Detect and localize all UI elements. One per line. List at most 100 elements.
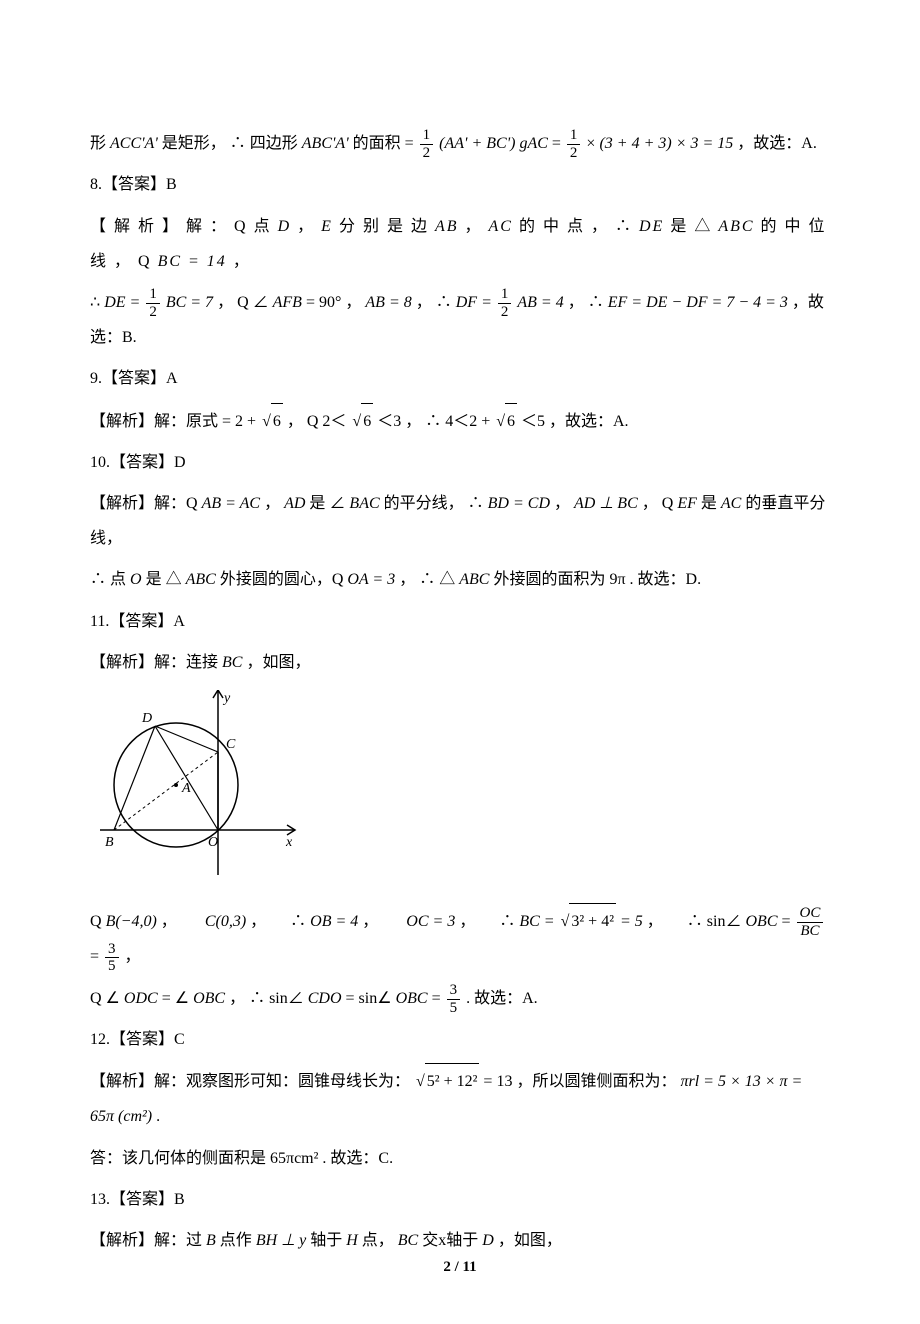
text: ∴ 四边形 [230,135,302,152]
text: ， [554,495,574,512]
q10-explain-1: 【解析】解：Q AB = AC ， AD 是 ∠ BAC 的平分线， ∴ BD … [90,486,830,556]
math-EFeq: EF = DE − DF = 7 − 4 = 3 [608,294,788,311]
math-ABC: ABC [186,571,216,588]
text: 是矩形， [162,135,226,152]
text: ∴ [90,294,104,311]
text: ， ∴ [459,913,519,930]
math-BC: BC [222,654,242,671]
fraction-half: 12 [567,127,581,161]
text: ， [233,253,251,270]
text: ， ∴ [416,294,456,311]
math-OBC: OBC [193,990,225,1007]
label-C: C [226,737,236,752]
text: ， [161,913,201,930]
q13-answer: 13.【答案】B [90,1182,830,1217]
label: 【解析】解：连接 [90,654,222,671]
text: ＜5 ，故选：A. [521,413,629,430]
math-DFeq: DF = [456,294,496,311]
text: ，如图， [498,1232,562,1249]
text: 轴于 [310,1232,346,1249]
text: ， [465,218,489,235]
math-Cpt: C(0,3) [205,913,246,930]
q8-explain-1: 【 解 析 】 解 ： Q 点 D ， E 分 别 是 边 AB ， AC 的 … [90,209,830,279]
text: Q ∠ [90,990,120,1007]
q11-explain-2: Q ∠ ODC = ∠ OBC ， ∴ sin∠ CDO = sin∠ OBC … [90,981,830,1016]
text: ， Q 2＜ [287,413,347,430]
label-A: A [181,781,191,796]
text: ， Q ∠ [217,294,269,311]
q10-answer: 10.【答案】D [90,445,830,480]
text: ， ∴ △ [399,571,455,588]
fraction-half: 12 [498,286,512,320]
text: 点作 [220,1232,256,1249]
text: . [156,1108,160,1125]
math-CDO: CDO [308,990,342,1007]
math-BHy: BH ⊥ y [256,1232,306,1249]
q12-explain-2: 答：该几何体的侧面积是 65πcm² . 故选：C. [90,1141,830,1176]
text: 交x轴于 [422,1232,482,1249]
text: ， [362,913,402,930]
text: Q [90,913,106,930]
q11-answer: 11.【答案】A [90,604,830,639]
text: ， [264,495,284,512]
math-DEeq: DE = [104,294,144,311]
fraction-half: 12 [420,127,434,161]
math-E: E [321,218,333,235]
sqrt-bc: 3² + 4² [559,903,616,939]
text: 是 ∠ [309,495,345,512]
label-x: x [285,835,293,850]
math-OC3: OC = 3 [406,913,455,930]
text: 外接圆的圆心，Q [220,571,348,588]
sqrt6: 6 [350,403,373,439]
text: 分 别 是 边 [339,218,435,235]
text: 是 △ [146,571,182,588]
text: ， [297,218,321,235]
text: 的面积 = [353,135,418,152]
text: = [781,913,794,930]
text: Q 点 [234,218,278,235]
math-expr: (AA' + BC') gAC [439,135,548,152]
text: ， ∴ [568,294,608,311]
q8-explain-2: ∴ DE = 12 BC = 7 ， Q ∠ AFB = 90° ， AB = … [90,285,830,356]
math-BDCD: BD = CD [488,495,550,512]
math-AC: AC [489,218,513,235]
fraction-3-5: 35 [105,941,119,975]
q8-answer: 8.【答案】B [90,167,830,202]
q10-explain-2: ∴ 点 O 是 △ ABC 外接圆的圆心，Q OA = 3 ， ∴ △ ABC … [90,562,830,597]
label-D: D [141,711,152,726]
math-OBC: OBC [745,913,777,930]
text: ， Q [642,495,678,512]
text: . 故选：A. [466,990,538,1007]
math-ODC: ODC [124,990,158,1007]
math-Bpt: B(−4,0) [106,913,157,930]
text: ， ∴ sin∠ [229,990,304,1007]
math-AC: AC [721,495,741,512]
math-B: B [206,1232,216,1249]
math-AB: AB [435,218,459,235]
text: 形 [90,135,110,152]
text: = 90° ， [306,294,365,311]
math-OA3: OA = 3 [347,571,395,588]
text: ，故选：A. [737,135,817,152]
math-AFB: AFB [273,294,302,311]
q11-explain-intro: 【解析】解：连接 BC ，如图， [90,645,830,680]
text: ， ∴ [250,913,310,930]
math-OBC: OBC [396,990,428,1007]
text: = [432,990,445,1007]
page-number: 2 / 11 [0,1251,920,1284]
text: = 13 ，所以圆锥侧面积为： [483,1073,676,1090]
text: ，如图， [246,654,310,671]
page: 形 ACC'A' 是矩形， ∴ 四边形 ABC'A' 的面积 = 12 (AA'… [0,0,920,1324]
text: 的 中 点 ， ∴ [519,218,639,235]
label-y: y [222,691,231,706]
math-BC5: = 5 [620,913,643,930]
math-BC7: BC = 7 [166,294,213,311]
label: 【解析】解：Q [90,495,202,512]
text: 点， [362,1232,398,1249]
text: = ∠ [162,990,189,1007]
math-BC14: BC = 14 [158,253,227,270]
text: × [586,135,599,152]
math-BAC: BAC [349,495,379,512]
fraction-half: 12 [146,286,160,320]
text: ， ∴ sin∠ [647,913,742,930]
